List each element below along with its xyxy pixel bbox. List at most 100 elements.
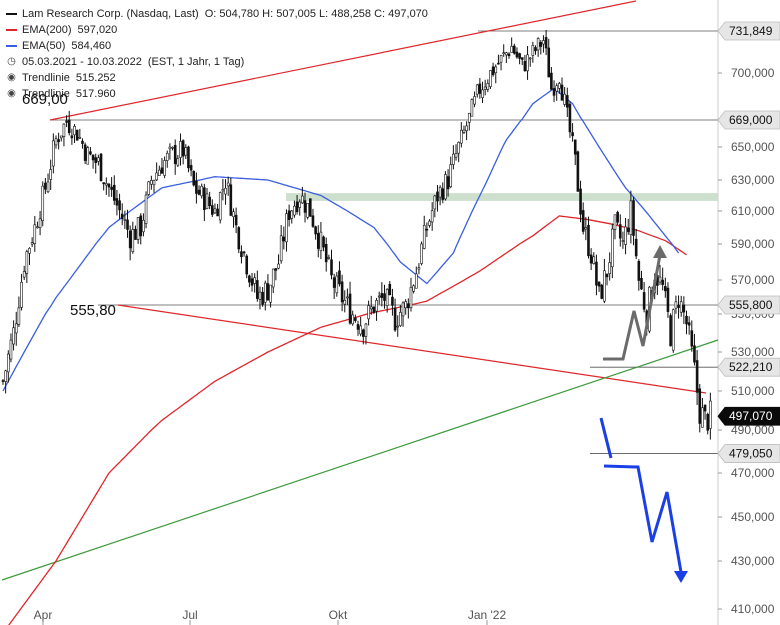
- candle-body: [460, 129, 463, 144]
- candle-body: [658, 276, 662, 283]
- price-tags: 731,849 669,000 555,800 522,210 497,070 479,0…: [717, 21, 780, 463]
- candle-body: [706, 413, 710, 431]
- bullish-scenario-arrow: [603, 254, 662, 361]
- candle-body: [128, 230, 132, 249]
- candle-body: [20, 281, 23, 308]
- forecast-arrows: [599, 245, 688, 583]
- candle-body: [301, 195, 304, 204]
- candle-body: [28, 247, 31, 254]
- candle-body: [430, 210, 434, 223]
- trend1-label: Trendlinie: [22, 72, 70, 84]
- candle-body: [266, 283, 270, 301]
- candle-body: [351, 314, 355, 325]
- candle-body: [189, 165, 193, 171]
- candle-body: [348, 293, 352, 324]
- candle-body: [621, 240, 625, 242]
- x-tick-label: Apr: [34, 608, 53, 622]
- candle-body: [261, 291, 264, 305]
- candle-body: [576, 151, 580, 192]
- legend-ema50-row: EMA(50) 584,460: [6, 38, 428, 54]
- candle-body: [12, 327, 15, 345]
- legend-title: Lam Research Corp. (Nasdaq, Last): [22, 8, 199, 20]
- candle-body: [467, 112, 471, 123]
- candle-body: [690, 330, 694, 347]
- candle-body: [171, 146, 174, 149]
- candle-body: [354, 317, 357, 321]
- candle-body: [613, 214, 617, 230]
- candle-body: [94, 157, 98, 164]
- candle-body: [316, 233, 320, 249]
- candle-body: [110, 186, 113, 190]
- candle-body: [666, 287, 670, 312]
- candle-body: [565, 95, 569, 108]
- candle-body: [679, 301, 683, 313]
- candle-body: [486, 83, 490, 90]
- y-tick-label: 570,000: [731, 273, 775, 287]
- candle-body: [49, 169, 52, 180]
- trendlines: [1, 0, 719, 581]
- candle-body: [59, 135, 63, 139]
- candle-body: [523, 61, 527, 72]
- candle-body: [701, 407, 704, 428]
- candle-body: [367, 305, 370, 320]
- candle-body: [234, 214, 238, 226]
- lower-red-trendline: [117, 304, 707, 394]
- candle-body: [253, 277, 256, 284]
- candle-body: [361, 329, 365, 337]
- candle-body: [632, 200, 635, 236]
- candle-body: [250, 278, 254, 286]
- candle-body: [290, 210, 294, 219]
- candle-body: [287, 210, 291, 221]
- candle-body: [81, 140, 84, 144]
- price-tag: [717, 110, 780, 130]
- candle-body: [465, 125, 468, 132]
- candle-body: [327, 257, 331, 259]
- candle-body: [380, 293, 384, 298]
- candle-body: [158, 169, 161, 176]
- ema50-value: 584,460: [71, 40, 112, 52]
- candle-body: [618, 224, 622, 239]
- candle-body: [200, 185, 203, 197]
- candle-body: [563, 93, 566, 105]
- candle-body: [616, 211, 619, 223]
- candle-body: [584, 227, 588, 230]
- candle-body: [478, 83, 482, 94]
- candle-body: [168, 146, 172, 150]
- candle-body: [107, 183, 111, 188]
- candle-body: [597, 281, 601, 287]
- candle-body: [356, 324, 360, 330]
- candle-body: [256, 280, 259, 299]
- candle-body: [433, 195, 437, 210]
- candle-body: [1, 380, 5, 382]
- candle-body: [407, 303, 410, 309]
- y-tick-label: 410,000: [731, 602, 775, 616]
- candle-body: [507, 53, 511, 57]
- legend-ema200-row: EMA(200) 597,020: [6, 22, 428, 38]
- candle-body: [150, 180, 153, 185]
- candle-body: [4, 370, 7, 382]
- candle-body: [669, 315, 672, 347]
- candle-body: [677, 304, 680, 308]
- y-axis: 410,000 430,000 450,000 470,000 490,000 510,0…: [718, 66, 775, 616]
- candle-body: [385, 289, 389, 306]
- candle-body: [436, 191, 439, 202]
- candle-body: [608, 262, 611, 274]
- candle-body: [513, 45, 516, 54]
- candle-body: [187, 146, 190, 169]
- candle-body: [33, 224, 37, 244]
- candle-body: [399, 312, 402, 326]
- candle-body: [203, 187, 206, 211]
- candle-body: [518, 53, 521, 59]
- candle-body: [595, 261, 598, 286]
- trend1-value: 515.252: [75, 72, 116, 84]
- candle-body: [438, 186, 442, 198]
- clock-icon: ◷: [7, 56, 16, 67]
- candle-body: [46, 181, 50, 193]
- candle-body: [112, 184, 116, 201]
- candle-body: [139, 215, 143, 237]
- candle-body: [552, 88, 556, 96]
- candle-body: [54, 138, 58, 146]
- candle-body: [274, 268, 278, 271]
- candle-body: [232, 211, 235, 218]
- candle-body: [75, 129, 79, 141]
